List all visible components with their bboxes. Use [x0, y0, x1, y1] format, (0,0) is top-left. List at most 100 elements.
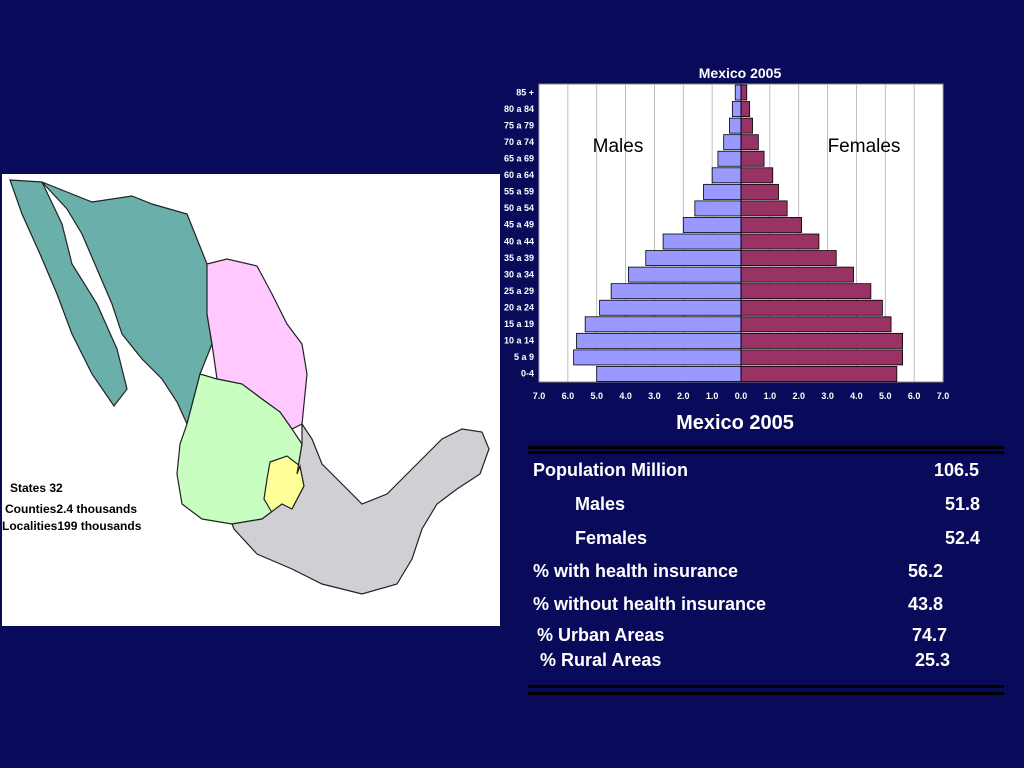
age-group-label: 60 a 64 — [504, 170, 534, 180]
x-tick-label: 4.0 — [850, 391, 863, 401]
x-tick-label: 2.0 — [677, 391, 690, 401]
age-group-label: 35 a 39 — [504, 253, 534, 263]
bar-female — [740, 349, 904, 366]
x-tick-label: 2.0 — [792, 391, 805, 401]
top-rule-1 — [528, 446, 1004, 449]
x-tick-label: 1.0 — [706, 391, 719, 401]
age-group-label: 0-4 — [521, 369, 534, 379]
bar-male — [711, 167, 742, 184]
top-rule-2 — [528, 451, 1004, 454]
x-tick-label: 3.0 — [648, 391, 661, 401]
localities-count-label: Localities199 thousands — [2, 519, 142, 533]
bar-female — [740, 167, 774, 184]
age-group-label: 15 a 19 — [504, 319, 534, 329]
bar-male — [729, 117, 742, 134]
counties-count-label: Counties2.4 thousands — [5, 502, 138, 516]
stat-value-females: 52.4 — [945, 528, 981, 548]
map-region-south — [231, 422, 490, 595]
age-group-label: 20 a 24 — [504, 303, 534, 313]
bar-female — [740, 117, 753, 134]
age-group-label: 75 a 79 — [504, 120, 534, 130]
states-count-label: States 32 — [10, 481, 63, 495]
bar-male — [596, 366, 742, 382]
bar-female — [740, 101, 751, 118]
map-region-northeast — [206, 258, 308, 430]
chart-title: Mexico 2005 — [699, 65, 782, 81]
x-axis-labels: 7.0 6.0 5.0 4.0 3.0 2.0 1.0 0.0 1.0 2.0 3.0 4.0 5.0 6… — [533, 391, 950, 401]
bar-male — [731, 101, 742, 118]
bar-male — [662, 233, 742, 250]
stats-title: Mexico 2005 — [676, 412, 794, 434]
bar-female — [740, 316, 892, 333]
grid-lines — [538, 84, 944, 382]
legend-females: Females — [828, 136, 901, 157]
bar-female — [740, 183, 779, 200]
bar-male — [723, 134, 742, 151]
age-group-label: 10 a 14 — [504, 336, 534, 346]
age-group-label: 45 a 49 — [504, 220, 534, 230]
x-tick-label: 3.0 — [821, 391, 834, 401]
bottom-rule-2 — [528, 692, 1004, 695]
stat-value-urban: 74.7 — [912, 625, 948, 645]
stat-label-population: Population Million — [533, 460, 688, 480]
map-region-baja — [9, 179, 128, 408]
x-tick-label: 6.0 — [562, 391, 575, 401]
age-group-label: 65 a 69 — [504, 154, 534, 164]
bar-male — [703, 183, 742, 200]
bar-male — [645, 250, 742, 267]
x-tick-label: 5.0 — [879, 391, 892, 401]
stat-value-population: 106.5 — [934, 460, 980, 480]
bar-male — [576, 332, 742, 349]
bar-male — [694, 200, 742, 217]
bar-female — [740, 366, 898, 382]
age-group-label: 85 + — [516, 87, 534, 97]
age-group-label: 40 a 44 — [504, 236, 534, 246]
age-group-label: 50 a 54 — [504, 203, 534, 213]
map-panel: States 32 Counties2.4 thousands Localiti… — [2, 174, 500, 626]
stat-value-rural: 25.3 — [915, 650, 951, 670]
bar-female — [740, 299, 883, 316]
bar-female — [740, 332, 904, 349]
x-tick-label: 7.0 — [937, 391, 950, 401]
bar-male — [573, 349, 742, 366]
bottom-rule-1 — [528, 685, 1004, 688]
stat-label-without-insurance: % without health insurance — [533, 594, 767, 614]
bar-male — [610, 283, 742, 300]
stat-value-with-insurance: 56.2 — [908, 561, 944, 581]
x-tick-label: 4.0 — [619, 391, 632, 401]
x-tick-label: 0.0 — [735, 391, 748, 401]
bar-female — [740, 233, 820, 250]
age-group-label: 5 a 9 — [514, 352, 534, 362]
bar-female — [740, 200, 788, 217]
stat-label-females: Females — [575, 528, 648, 548]
age-group-labels: 0-4 5 a 9 10 a 14 15 a 19 20 a 24 25 a 29 30 a… — [504, 87, 534, 378]
bar-male — [584, 316, 742, 333]
stat-label-males: Males — [575, 494, 626, 514]
x-tick-label: 6.0 — [908, 391, 921, 401]
bars — [573, 84, 904, 382]
legend-males: Males — [593, 136, 644, 157]
stat-label-urban: % Urban Areas — [537, 625, 665, 645]
age-group-label: 70 a 74 — [504, 137, 534, 147]
bar-female — [740, 266, 854, 283]
bar-male — [599, 299, 742, 316]
age-group-label: 25 a 29 — [504, 286, 534, 296]
age-group-label: 30 a 34 — [504, 269, 534, 279]
age-group-label: 80 a 84 — [504, 104, 534, 114]
bar-female — [740, 250, 837, 267]
x-tick-label: 5.0 — [590, 391, 603, 401]
stat-label-with-insurance: % with health insurance — [533, 561, 739, 581]
bar-female — [740, 134, 759, 151]
mexico-map — [9, 179, 490, 595]
stat-value-without-insurance: 43.8 — [908, 594, 944, 614]
bar-female — [740, 150, 765, 167]
bar-female — [740, 283, 872, 300]
x-tick-label: 1.0 — [764, 391, 777, 401]
bar-female — [740, 84, 748, 101]
bar-male — [628, 266, 742, 283]
age-group-label: 55 a 59 — [504, 187, 534, 197]
bar-female — [740, 217, 802, 233]
stat-label-rural: % Rural Areas — [540, 650, 662, 670]
stat-value-males: 51.8 — [945, 494, 981, 514]
bar-male — [682, 217, 742, 233]
